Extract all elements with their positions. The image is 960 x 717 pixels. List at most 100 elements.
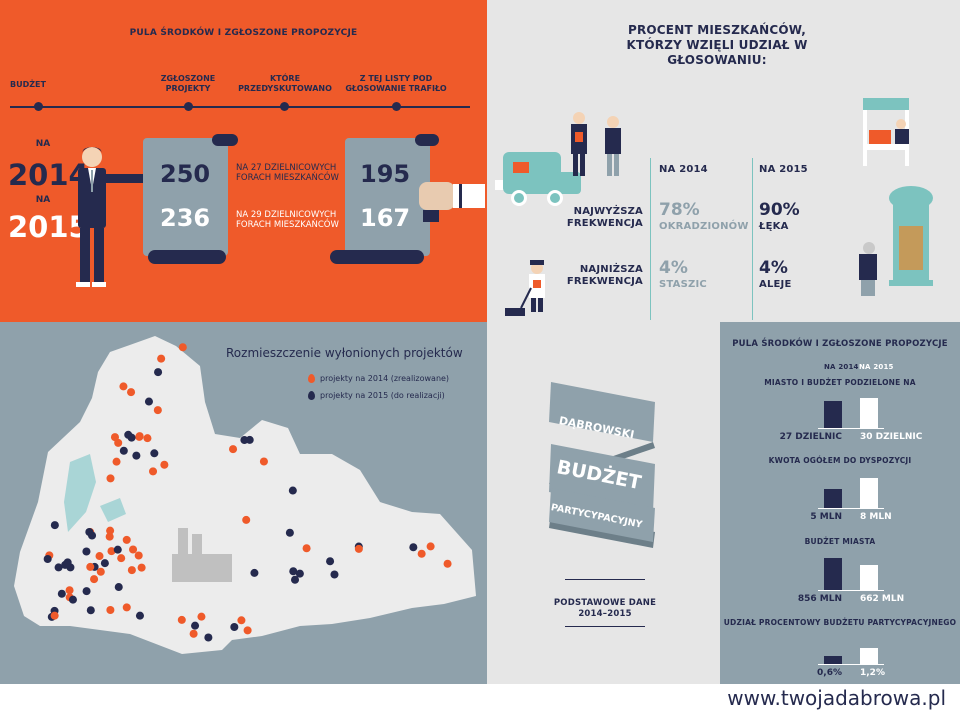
map-pin: [295, 569, 304, 578]
bar-baseline: [818, 508, 884, 509]
map-pin: [124, 430, 133, 439]
year-2014: 2014: [8, 158, 89, 192]
voted-scroll: [345, 138, 430, 256]
factory-icon: [172, 528, 232, 582]
logo-subtitle: PODSTAWOWE DANE 2014–2015: [553, 598, 657, 619]
map-pin: [237, 616, 246, 625]
column-illustration: [859, 186, 933, 296]
legend-2015-text: projekty na 2015 (do realizacji): [320, 391, 445, 400]
bar-2014: [824, 558, 842, 590]
map-pin: [326, 557, 335, 566]
map-pin: [132, 451, 141, 460]
col-2015-header: NA 2015: [759, 164, 808, 175]
map-pin: [302, 544, 311, 553]
bars-title: PULA ŚRODKÓW I ZGŁOSZONE PROPOZYCJE: [732, 339, 948, 349]
project-pins: [43, 343, 452, 642]
map-pin: [177, 615, 186, 624]
businessman-illustration: [76, 147, 150, 287]
col-2014-header: NA 2014: [659, 164, 708, 175]
bar-2015: [860, 398, 878, 428]
map-pin: [113, 545, 122, 554]
city-outline: [14, 336, 476, 654]
map-pin: [105, 532, 114, 541]
discussed-2014-text: NA 27 DZIELNICOWYCH FORACH MIESZKAŃCÓW: [236, 163, 339, 183]
map-pin: [150, 449, 159, 458]
map-pin: [230, 622, 239, 631]
timeline-dot: [280, 102, 289, 111]
bar-value-label: 30 DZIELNIC: [860, 432, 923, 442]
map-pin: [117, 554, 126, 563]
map-pin: [86, 562, 95, 571]
map-pin: [137, 563, 146, 572]
bar-value-label: 856 MLN: [797, 594, 842, 604]
bar-2015: [860, 565, 878, 590]
highest-2015-pct: 90%: [759, 200, 800, 220]
people-illustration: [571, 112, 621, 176]
map-pin: [229, 445, 238, 454]
lake: [100, 498, 126, 522]
na-2015-label: NA: [35, 195, 51, 205]
bars-panel: PULA ŚRODKÓW I ZGŁOSZONE PROPOZYCJE NA 2…: [720, 322, 960, 684]
map-pin: [127, 566, 136, 575]
map-pin: [153, 406, 162, 415]
map-pin: [134, 551, 143, 560]
bar-2015: [860, 648, 878, 664]
map-pin: [204, 633, 213, 642]
highest-turnout-label: NAJWYŻSZA FREKWENCJA: [566, 206, 643, 229]
map-pin: [82, 547, 91, 556]
lowest-2015-place: ALEJE: [759, 279, 792, 290]
map-pin: [65, 586, 74, 595]
map-pin: [143, 434, 152, 443]
map-pin: [96, 567, 105, 576]
bar-2015: [860, 478, 878, 508]
map-pin: [127, 388, 136, 397]
map-pin: [160, 460, 169, 469]
map-pin: [90, 575, 99, 584]
scroll-top-roll: [212, 134, 238, 146]
map-pin: [288, 486, 297, 495]
city-map: [14, 336, 476, 654]
logo-panel: DĄBROWSKI BUDŻET PARTYCYPACYJNY PODSTAWO…: [487, 322, 720, 684]
map-pin: [197, 612, 206, 621]
map-pin: [245, 435, 254, 444]
map-pin: [68, 595, 77, 604]
map-pin: [54, 563, 63, 572]
highest-2015-place: ŁĘKA: [759, 221, 789, 232]
legend-2015-marker: [308, 391, 315, 400]
map-pin: [291, 575, 300, 584]
highest-2014-place: OKRADZIONÓW: [659, 221, 749, 232]
map-pin: [330, 570, 339, 579]
map-pin: [95, 552, 104, 561]
map-pin: [189, 629, 198, 638]
year-2015: 2015: [8, 210, 89, 244]
timeline-dot: [34, 102, 43, 111]
map-pin: [114, 583, 123, 592]
footer-url[interactable]: www.twojadabrowa.pl: [727, 686, 946, 710]
bar-2014: [824, 401, 842, 428]
timeline-submitted-label: ZGŁOSZONE PROJEKTY: [160, 74, 216, 93]
divider: [565, 626, 645, 627]
scroll-bottom-roll: [148, 250, 226, 264]
lowest-2014-place: STASZIC: [659, 279, 707, 290]
divider: [565, 579, 645, 580]
map-pin: [119, 382, 128, 391]
scroll-top-roll: [415, 134, 439, 146]
map-pin: [243, 626, 252, 635]
map-pin: [110, 433, 119, 442]
timeline-line: [10, 106, 470, 108]
map-pin: [417, 549, 426, 558]
map-pin: [259, 457, 268, 466]
banner-ribbon: [549, 382, 655, 548]
submitted-scroll: [143, 138, 228, 256]
map-pin: [135, 611, 144, 620]
map-pin: [106, 526, 115, 535]
lowest-2015-pct: 4%: [759, 258, 788, 278]
turnout-panel: PROCENT MIESZKAŃCÓW, KTÓRZY WZIĘLI UDZIA…: [487, 0, 960, 322]
discussed-2015-text: NA 29 DZIELNICOWYCH FORACH MIESZKAŃCÓW: [236, 210, 339, 230]
map-pin: [135, 432, 144, 441]
map-pin: [242, 515, 251, 524]
bar-2014: [824, 489, 842, 508]
kiosk-illustration: [863, 98, 909, 166]
map-pin: [289, 567, 298, 576]
lake: [64, 454, 96, 532]
